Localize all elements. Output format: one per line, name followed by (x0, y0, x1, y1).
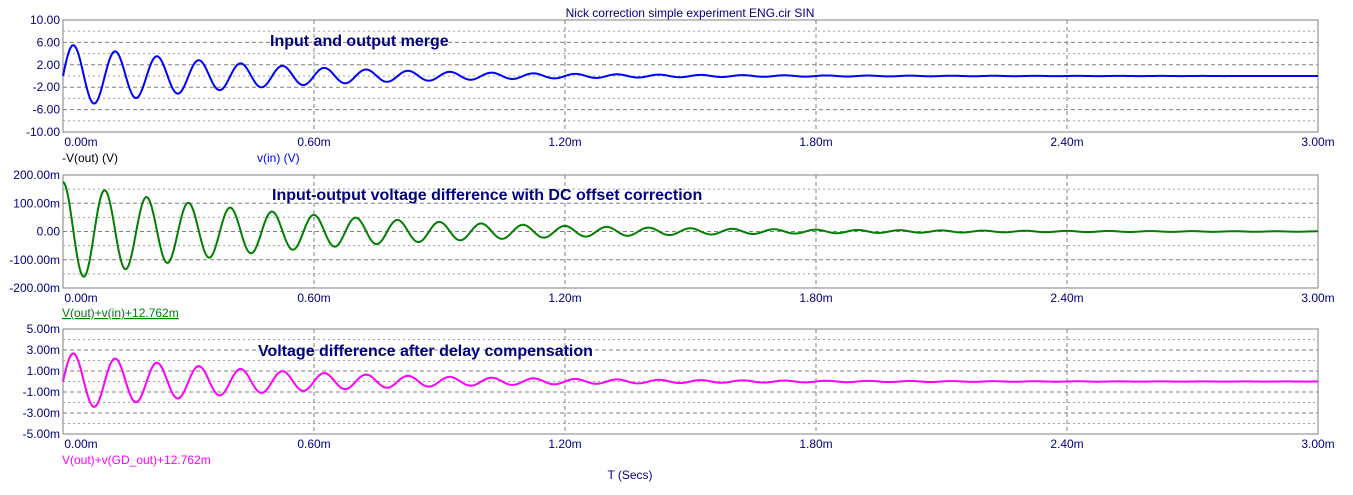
x-tick-label: 0.60m (297, 437, 330, 451)
x-tick-label: 3.00m (1301, 135, 1334, 149)
y-tick-label: -200.00m (9, 281, 60, 295)
window-title: Nick correction simple experiment ENG.ci… (566, 6, 815, 20)
y-tick-label: -2.00 (33, 80, 61, 94)
x-tick-label: 1.80m (799, 437, 832, 451)
panel-annotation: Input and output merge (270, 33, 449, 50)
y-tick-label: 3.00m (27, 343, 60, 357)
x-tick-label: 1.20m (548, 437, 581, 451)
y-tick-label: 10.00 (30, 13, 60, 27)
y-tick-label: -10.00 (26, 125, 60, 139)
y-tick-label: -6.00 (33, 103, 61, 117)
plot-panel-3: 5.00m 3.00m 1.00m -1.00m -3.00m -5.00m 0.00m 0.… (23, 322, 1335, 467)
x-tick-label: 3.00m (1301, 291, 1334, 305)
y-tick-label: -100.00m (9, 253, 60, 267)
x-tick-label: 1.20m (548, 135, 581, 149)
y-tick-label: 6.00 (37, 35, 61, 49)
y-tick-label: 2.00 (37, 58, 61, 72)
plot-panels: 10.00 6.00 2.00 -2.00 -6.00 -10.00 0.00m 0.60m 1… (9, 13, 1334, 467)
x-tick-label: 0.60m (297, 135, 330, 149)
legend-entry: V(out)+v(in)+12.762m (62, 306, 179, 320)
plot-panel-2: 200.00m 100.00m 0.00 -100.00m -200.00m 0.00m 0… (9, 168, 1334, 320)
x-tick-label: 3.00m (1301, 437, 1334, 451)
x-tick-label: 0.60m (297, 291, 330, 305)
x-tick-label: 1.80m (799, 135, 832, 149)
x-tick-label: 0.00m (64, 437, 97, 451)
y-tick-label: 1.00m (27, 364, 60, 378)
x-axis-label: T (Secs) (607, 468, 652, 482)
series-line-1 (62, 44, 1318, 105)
x-tick-label: 2.40m (1050, 291, 1083, 305)
y-tick-label: 100.00m (13, 196, 60, 210)
x-tick-label: 1.80m (799, 291, 832, 305)
y-tick-label: -1.00m (23, 385, 60, 399)
y-tick-label: -3.00m (23, 406, 60, 420)
legend-entry: v(in) (V) (257, 151, 300, 165)
series-line-3 (62, 352, 1319, 408)
panel-annotation: Voltage difference after delay compensat… (258, 343, 593, 360)
y-tick-label: 200.00m (13, 168, 60, 182)
x-tick-label: 0.00m (64, 135, 97, 149)
x-tick-label: 1.20m (548, 291, 581, 305)
y-tick-label: 0.00 (37, 225, 61, 239)
legend-entry: -V(out) (V) (62, 151, 118, 165)
y-tick-label: 5.00m (27, 322, 60, 336)
x-tick-label: 0.00m (64, 291, 97, 305)
panel-annotation: Input-output voltage difference with DC … (272, 187, 702, 204)
x-tick-label: 2.40m (1050, 135, 1083, 149)
series-line-2 (62, 181, 1318, 278)
x-tick-label: 2.40m (1050, 437, 1083, 451)
y-tick-label: -5.00m (23, 427, 60, 441)
plot-panel-1: 10.00 6.00 2.00 -2.00 -6.00 -10.00 0.00m 0.60m 1… (26, 13, 1335, 165)
legend-entry: V(out)+v(GD_out)+12.762m (62, 453, 211, 467)
